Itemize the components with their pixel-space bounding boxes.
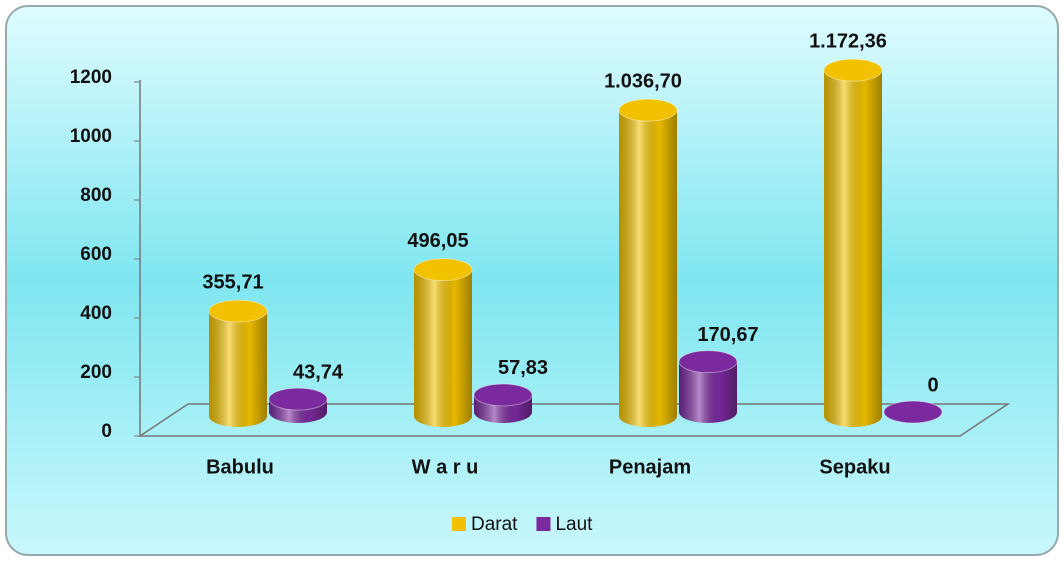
legend-label: Laut: [555, 514, 593, 535]
value-label: 1.036,70: [604, 70, 682, 92]
y-tick-label: 1200: [70, 67, 112, 88]
bar-shade: [414, 269, 472, 427]
legend-swatch: [452, 517, 466, 531]
x-tick-label: W a r u: [412, 456, 479, 478]
chart-frame: [5, 5, 1059, 556]
bar-top: [413, 258, 473, 282]
x-tick-label: Babulu: [206, 456, 274, 478]
y-tick-label: 800: [80, 185, 112, 206]
bar-top: [268, 387, 328, 411]
y-tick-label: 400: [80, 303, 112, 324]
bar-shade: [824, 70, 882, 427]
value-label: 496,05: [407, 230, 468, 252]
legend-label: Darat: [471, 514, 518, 535]
value-label: 1.172,36: [809, 30, 887, 52]
bar-shade: [619, 110, 677, 428]
bar-top: [823, 58, 883, 82]
floor: [137, 403, 1011, 437]
bar-top: [473, 383, 533, 407]
y-tick-label: 1000: [70, 126, 112, 147]
bar-top: [883, 400, 943, 424]
x-tick-label: Sepaku: [819, 456, 890, 478]
value-label: 170,67: [697, 324, 758, 346]
value-label: 57,83: [498, 357, 548, 379]
bar-shade: [209, 311, 267, 427]
bar-top: [208, 299, 268, 323]
bar-top: [678, 350, 738, 374]
value-label: 0: [927, 374, 938, 396]
bar-top: [618, 98, 678, 122]
bar-shade: [679, 361, 737, 423]
legend-swatch: [536, 517, 551, 531]
y-tick-label: 200: [80, 362, 112, 383]
y-tick-label: 0: [101, 421, 112, 442]
value-label: 43,74: [293, 361, 344, 383]
x-tick-label: Penajam: [609, 456, 691, 478]
y-tick-label: 600: [80, 244, 112, 265]
value-label: 355,71: [202, 271, 263, 293]
